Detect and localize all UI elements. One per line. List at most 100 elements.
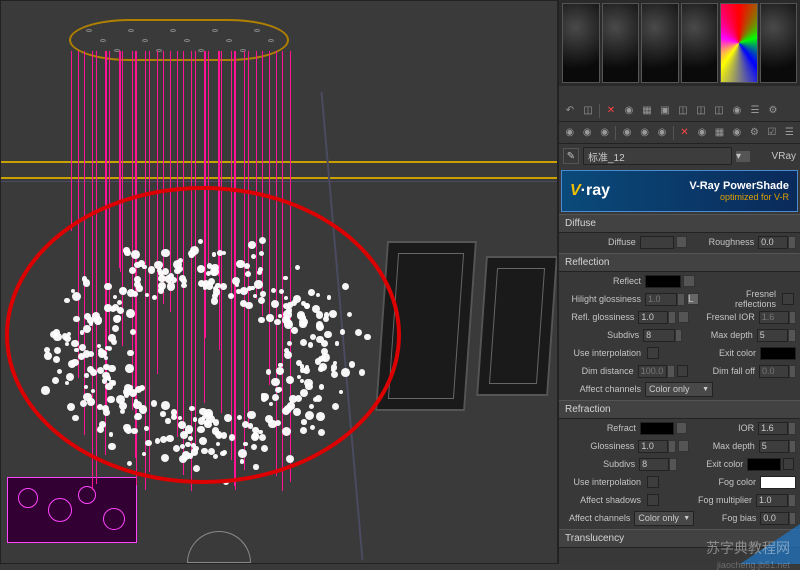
roughness-spinner[interactable]: 0.0 (758, 236, 788, 249)
tool-icon[interactable]: ◫ (581, 104, 595, 118)
spinner-arrows[interactable] (789, 440, 796, 453)
spinner-arrows[interactable] (669, 458, 677, 471)
tool-icon[interactable]: ◉ (655, 126, 668, 140)
glossiness-spinner[interactable]: 1.0 (638, 440, 668, 453)
tool-icon[interactable]: ◫ (676, 104, 690, 118)
tool-icon[interactable]: ☑ (765, 126, 778, 140)
exit-checkbox[interactable] (783, 458, 794, 470)
decorative-panel (7, 477, 137, 543)
map-button[interactable] (676, 236, 687, 248)
tool-icon[interactable]: ◉ (563, 126, 576, 140)
refract-color[interactable] (640, 422, 674, 435)
subdivs-spinner[interactable]: 8 (643, 329, 674, 342)
spinner-arrows[interactable] (675, 329, 683, 342)
spinner-arrows[interactable] (668, 311, 675, 324)
tool-icon[interactable]: ◫ (694, 104, 708, 118)
use-interp-checkbox[interactable] (647, 347, 659, 359)
vray-title: V-Ray PowerShade (689, 180, 789, 192)
max-depth-spinner[interactable]: 5 (757, 329, 788, 342)
tool-icon[interactable]: ☰ (748, 104, 762, 118)
spinner-arrows[interactable] (668, 440, 675, 453)
spinner-arrows[interactable] (667, 365, 674, 378)
use-interp-checkbox[interactable] (647, 476, 659, 488)
dropper-icon[interactable]: ✎ (563, 148, 579, 164)
fresnel-checkbox[interactable] (782, 293, 794, 305)
delete-icon[interactable]: ✕ (604, 104, 618, 118)
tool-icon[interactable]: ◉ (598, 126, 611, 140)
material-swatch[interactable] (562, 3, 600, 83)
dim-checkbox[interactable] (677, 365, 688, 377)
vray-subtitle: optimized for V-R (689, 192, 789, 202)
fresnel-ior-label: Fresnel IOR (689, 312, 759, 322)
material-type-label: VRay (754, 151, 796, 162)
dim-falloff-label: Dim fall off (690, 366, 759, 376)
max-depth-spinner[interactable]: 5 (759, 440, 789, 453)
hilight-spinner[interactable]: 1.0 (645, 293, 677, 306)
diffuse-color[interactable] (640, 236, 674, 249)
affect-shadows-checkbox[interactable] (647, 494, 659, 506)
subdivs-label: Subdivs (563, 459, 639, 469)
map-button[interactable] (678, 311, 689, 323)
spinner-arrows[interactable] (789, 365, 796, 378)
refl-gloss-spinner[interactable]: 1.0 (638, 311, 668, 324)
gear-icon[interactable]: ⚙ (766, 104, 780, 118)
undo-icon[interactable]: ↶ (563, 104, 577, 118)
gear-icon[interactable]: ⚙ (748, 126, 761, 140)
spinner-arrows[interactable] (788, 422, 796, 435)
dropdown-arrow-icon[interactable]: ▾ (736, 151, 750, 162)
dim-distance-spinner[interactable]: 100.0 (638, 365, 668, 378)
exit-color-label: Exit color (684, 348, 760, 358)
subdivs-spinner[interactable]: 8 (639, 458, 669, 471)
affect-channels-label: Affect channels (563, 513, 634, 523)
fog-bias-spinner[interactable]: 0.0 (760, 512, 788, 525)
tool-icon[interactable]: ◉ (695, 126, 708, 140)
material-name-input[interactable] (583, 147, 732, 165)
material-swatch[interactable] (602, 3, 640, 83)
spinner-arrows[interactable] (789, 512, 796, 525)
exit-color[interactable] (760, 347, 796, 360)
tool-icon[interactable]: ◉ (580, 126, 593, 140)
tool-icon[interactable]: ▣ (658, 104, 672, 118)
ior-spinner[interactable]: 1.6 (758, 422, 788, 435)
section-header: Refraction (559, 400, 800, 419)
tool-icon[interactable]: ▦ (640, 104, 654, 118)
affect-channels-dropdown[interactable]: Color only▼ (634, 511, 694, 526)
tool-icon[interactable]: ▦ (713, 126, 726, 140)
diffuse-section: Diffuse Diffuse Roughness 0.0 (559, 214, 800, 251)
map-button[interactable] (683, 275, 695, 287)
map-button[interactable] (678, 440, 689, 452)
fog-color[interactable] (760, 476, 796, 489)
fog-multiplier-spinner[interactable]: 1.0 (756, 494, 788, 507)
tool-icon[interactable]: ◉ (622, 104, 636, 118)
tool-icon[interactable]: ☰ (783, 126, 796, 140)
delete-icon[interactable]: ✕ (678, 126, 691, 140)
material-swatch[interactable] (760, 3, 798, 83)
vray-logo: V·ray (570, 182, 610, 200)
spinner-arrows[interactable] (789, 311, 796, 324)
dim-falloff-spinner[interactable]: 0.0 (759, 365, 789, 378)
vray-banner: V·ray V-Ray PowerShade optimized for V-R (561, 170, 798, 212)
material-swatch[interactable] (641, 3, 679, 83)
affect-channels-dropdown[interactable]: Color only▼ (645, 382, 713, 397)
tool-icon[interactable]: ◉ (730, 104, 744, 118)
tool-icon[interactable]: ◉ (730, 126, 743, 140)
reflect-color[interactable] (645, 275, 681, 288)
lock-button[interactable]: L (687, 293, 699, 305)
subdivs-label: Subdivs (563, 330, 643, 340)
material-swatch[interactable] (681, 3, 719, 83)
material-swatch[interactable] (720, 3, 758, 83)
spinner-arrows[interactable] (677, 293, 685, 306)
fresnel-ior-spinner[interactable]: 1.6 (759, 311, 789, 324)
exit-color[interactable] (747, 458, 780, 471)
spinner-arrows[interactable] (788, 236, 796, 249)
tool-icon[interactable]: ◫ (712, 104, 726, 118)
tool-icon[interactable]: ◉ (620, 126, 633, 140)
floor-object (187, 531, 251, 563)
tool-icon[interactable]: ◉ (638, 126, 651, 140)
roughness-label: Roughness (687, 237, 758, 247)
spinner-arrows[interactable] (788, 494, 796, 507)
map-button[interactable] (676, 422, 687, 434)
viewport[interactable] (0, 0, 558, 564)
spinner-arrows[interactable] (788, 329, 796, 342)
hilight-label: Hilight glossiness (563, 294, 645, 304)
